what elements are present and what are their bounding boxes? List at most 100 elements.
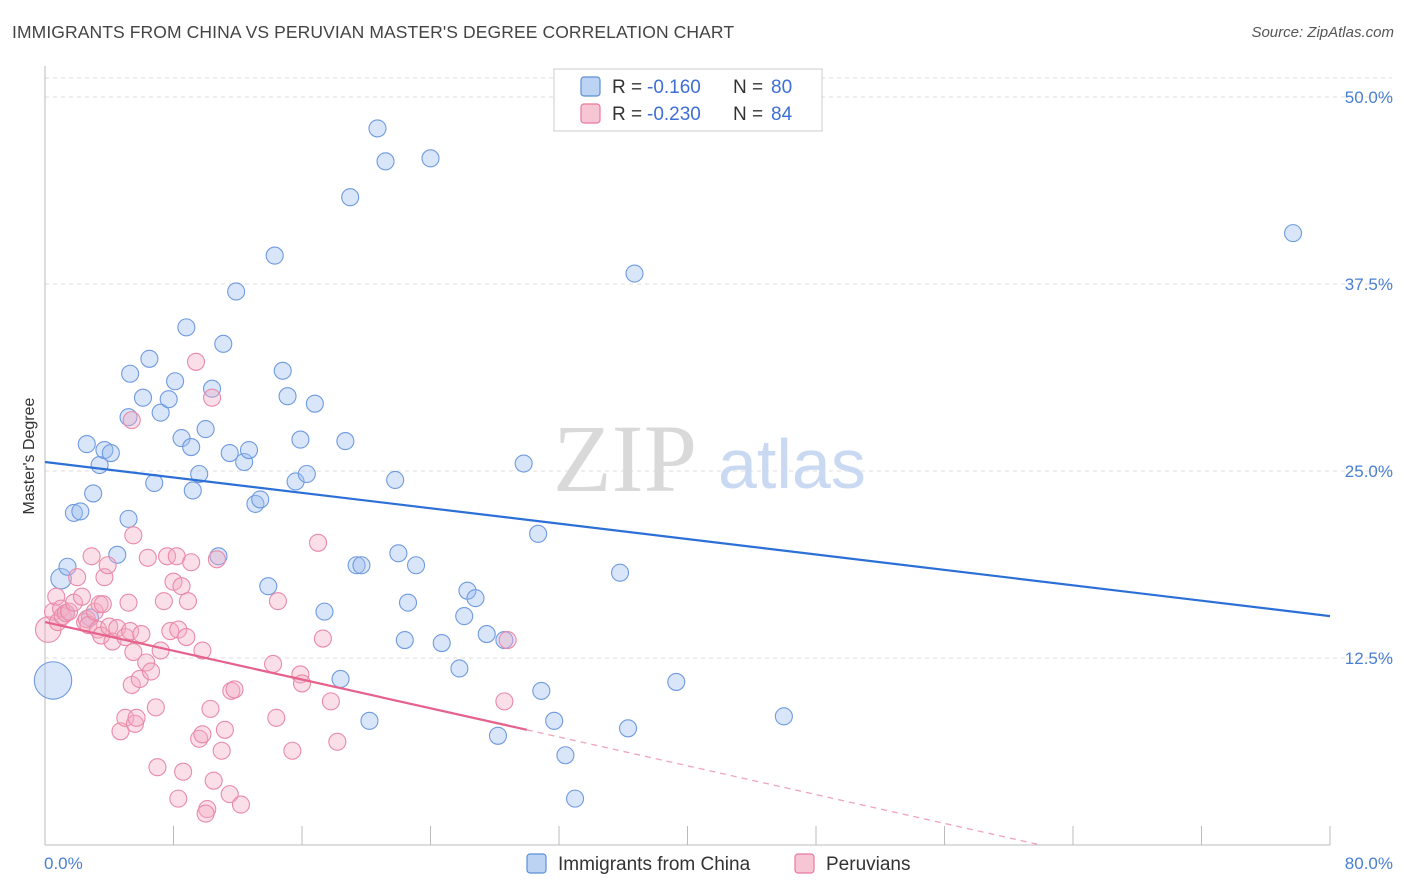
china-point-55 — [406, 556, 426, 575]
peruvians-point-42 — [148, 758, 167, 777]
peruvians-point-40 — [141, 662, 161, 681]
china-point-23 — [190, 464, 209, 484]
peruvians-point-72 — [283, 741, 302, 760]
y-tick-label-2: 37.5% — [1345, 275, 1393, 294]
china-point-50 — [376, 152, 395, 171]
china-point-29 — [227, 282, 246, 301]
china-point-31 — [239, 441, 259, 460]
peruvians-point-55 — [186, 352, 206, 371]
china-point-0 — [33, 661, 73, 700]
china-point-42 — [315, 602, 334, 621]
peruvians-point-20 — [95, 568, 114, 587]
china-point-21 — [177, 318, 196, 337]
china-point-11 — [119, 509, 138, 528]
bottom-legend-swatch-peruvians — [794, 853, 815, 874]
china-point-15 — [140, 349, 159, 368]
china-point-61 — [466, 589, 485, 608]
china-point-44 — [336, 432, 355, 451]
china-point-52 — [389, 544, 408, 563]
legend-r-label-china: R = — [612, 77, 642, 98]
china-point-79 — [183, 481, 202, 500]
peruvians-point-83 — [203, 388, 222, 407]
china-trend-line — [44, 460, 1331, 618]
peruvians-point-7 — [60, 602, 79, 621]
china-point-59 — [455, 607, 474, 626]
peruvians-point-65 — [220, 785, 239, 804]
china-point-73 — [625, 264, 644, 283]
legend-swatch-china — [580, 76, 601, 97]
china-point-45 — [341, 188, 360, 207]
china-point-38 — [286, 472, 305, 491]
china-point-41 — [305, 394, 324, 413]
peruvians-point-43 — [151, 641, 170, 660]
china-point-63 — [488, 726, 508, 745]
peruvians-point-58 — [193, 641, 212, 660]
china-point-9 — [101, 443, 120, 463]
peruvians-point-61 — [204, 771, 223, 790]
china-point-40 — [297, 464, 316, 484]
peruvians-point-21 — [98, 556, 117, 575]
peruvians-point-37 — [124, 526, 143, 545]
china-point-14 — [133, 388, 153, 407]
china-point-46 — [347, 556, 366, 575]
peruvians-point-70 — [267, 708, 286, 727]
peruvians-point-34 — [132, 625, 151, 644]
watermark-zip: ZIP — [553, 405, 697, 512]
peruvians-point-50 — [172, 577, 191, 596]
peruvians-point-14 — [82, 547, 101, 566]
peruvians-point-2 — [47, 587, 66, 606]
axes — [44, 66, 1331, 846]
legend-n-value-peruvians: 84 — [771, 104, 793, 125]
china-point-65 — [514, 454, 533, 473]
trend-lines — [44, 460, 1331, 846]
legend-n-value-china: 80 — [771, 77, 792, 98]
bottom-legend-label-china: Immigrants from China — [558, 854, 751, 875]
peruvians-point-30 — [124, 642, 143, 662]
peruvians-point-60 — [201, 699, 220, 718]
china-point-67 — [532, 681, 551, 700]
y-tick-labels: 12.5% 25.0% 37.5% 50.0% — [1345, 88, 1393, 668]
china-point-57 — [432, 633, 451, 653]
china-point-68 — [545, 711, 564, 730]
legend-n-label-peruvians: N = — [733, 104, 763, 125]
china-point-24 — [196, 420, 215, 439]
source-credit: Source: ZipAtlas.com — [1251, 24, 1394, 41]
china-point-39 — [291, 430, 310, 449]
peruvians-point-57 — [193, 725, 212, 744]
peruvians-point-39 — [138, 548, 157, 567]
china-point-49 — [368, 119, 387, 138]
china-point-74 — [667, 672, 686, 691]
peruvians-point-41 — [146, 698, 165, 717]
china-point-22 — [182, 438, 201, 457]
peruvians-point-38 — [137, 653, 156, 672]
peruvians-point-45 — [158, 547, 177, 566]
bottom-legend-label-peruvians: Peruvians — [826, 854, 911, 875]
y-tick-label-3: 50.0% — [1345, 88, 1393, 107]
peruvians-point-19 — [93, 595, 112, 614]
legend-n-label-china: N = — [733, 77, 763, 98]
chart-title: IMMIGRANTS FROM CHINA VS PERUVIAN MASTER… — [12, 22, 735, 42]
china-point-58 — [450, 659, 469, 678]
china-point-75 — [774, 707, 793, 726]
grid-lines — [45, 77, 1392, 659]
china-point-16 — [145, 473, 164, 493]
peruvians-point-53 — [178, 592, 198, 611]
x-tick-labels: 0.0% 80.0% — [44, 854, 1393, 873]
peruvians-point-54 — [182, 553, 201, 572]
china-point-4 — [71, 502, 90, 521]
peruvians-point-51 — [174, 762, 193, 781]
china-point-30 — [235, 452, 254, 472]
peruvians-point-81 — [169, 789, 188, 808]
peruvians-point-62 — [207, 550, 226, 569]
peruvians-point-9 — [68, 568, 87, 587]
peruvians-point-44 — [154, 592, 173, 611]
china-point-27 — [214, 334, 233, 353]
x-tick-label-1: 80.0% — [1345, 854, 1393, 873]
peruvians-point-67 — [225, 680, 244, 699]
y-tick-label-1: 25.0% — [1345, 462, 1393, 481]
china-point-69 — [556, 746, 575, 765]
peruvians-point-68 — [231, 795, 251, 814]
china-point-36 — [273, 361, 292, 380]
legend-top: R = -0.160 N = 80 R = -0.230 N = 84 — [553, 68, 823, 132]
